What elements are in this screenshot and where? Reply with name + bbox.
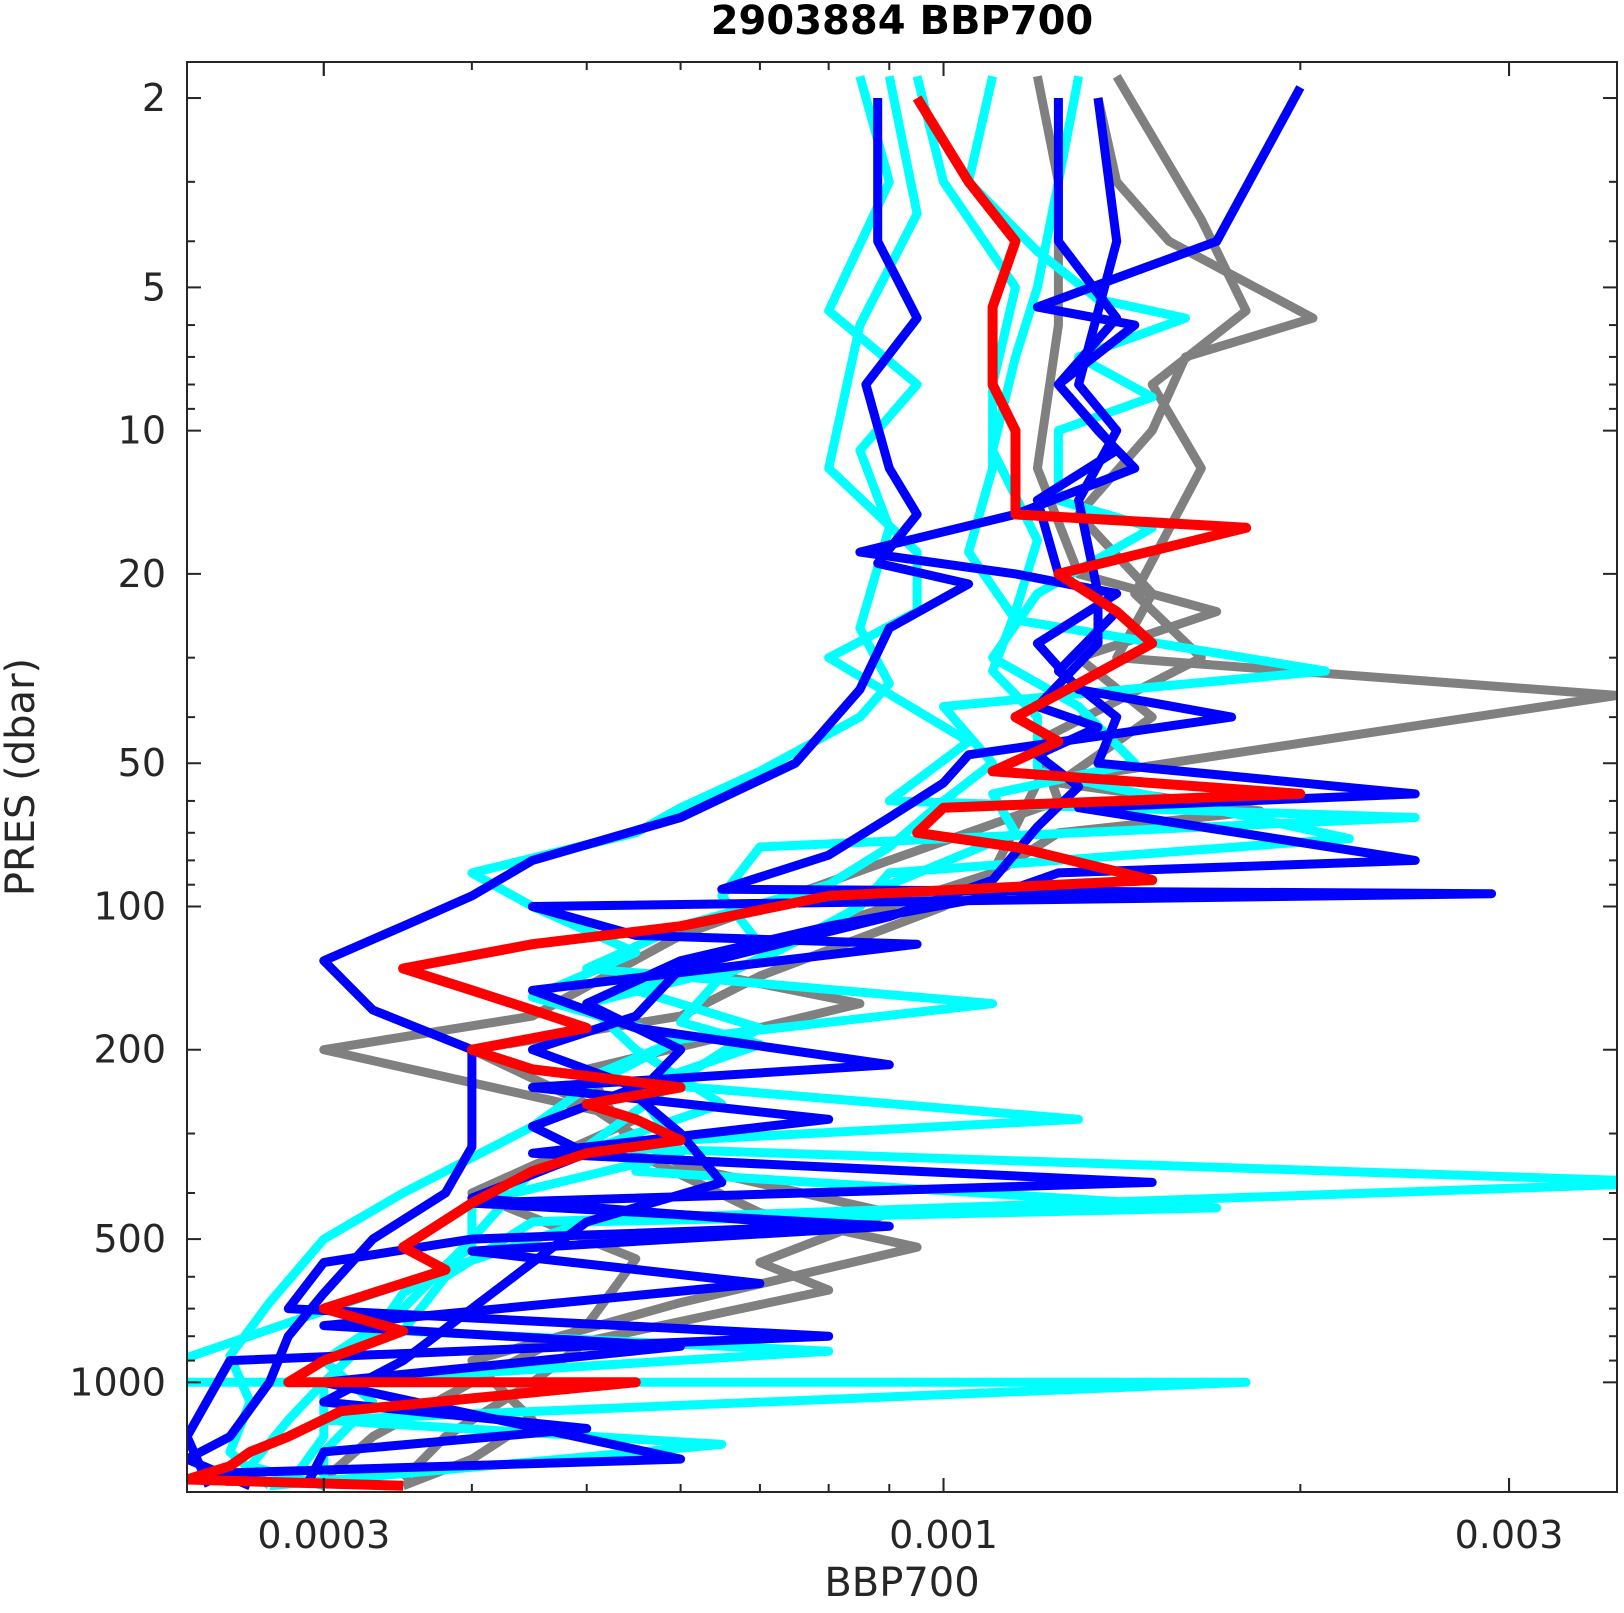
profile-line-blue-12: [302, 98, 1420, 1488]
profile-line-cyan-5: [245, 75, 1617, 1491]
y-tick-label: 20: [118, 552, 166, 596]
y-tick-labels: 2 5 10 20 50 100 200 500 1000: [69, 76, 166, 1404]
y-tick-label: 10: [118, 409, 166, 453]
x-tick-label: 0.001: [889, 1513, 998, 1557]
profile-line-blue-9: [187, 98, 974, 1490]
chart-title: 2903884 BBP700: [711, 0, 1094, 44]
x-tick-label: 0.0003: [257, 1513, 390, 1557]
y-tick-label: 500: [93, 1217, 166, 1261]
x-tick-label: 0.003: [1455, 1513, 1564, 1557]
y-tick-label: 1000: [69, 1360, 166, 1404]
x-tick-labels: 0.0003 0.001 0.003: [257, 1513, 1563, 1557]
x-axis-label: BBP700: [824, 1560, 979, 1606]
y-tick-label: 50: [118, 741, 166, 785]
plot-frame: [186, 61, 1618, 1493]
y-axis-label: PRES (dbar): [0, 658, 44, 896]
profile-lines: [187, 74, 1617, 1491]
axis-ticks: [187, 62, 1617, 1492]
y-tick-label: 100: [93, 885, 166, 929]
profile-line-blue-11: [225, 85, 1497, 1486]
profile-line-cyan-4: [225, 75, 922, 1490]
y-tick-label: 2: [142, 76, 166, 120]
y-tick-label: 5: [142, 265, 166, 309]
profile-line-red-13: [187, 95, 1306, 1491]
profile-line-blue-10: [187, 97, 1122, 1488]
y-tick-label: 200: [93, 1028, 166, 1072]
